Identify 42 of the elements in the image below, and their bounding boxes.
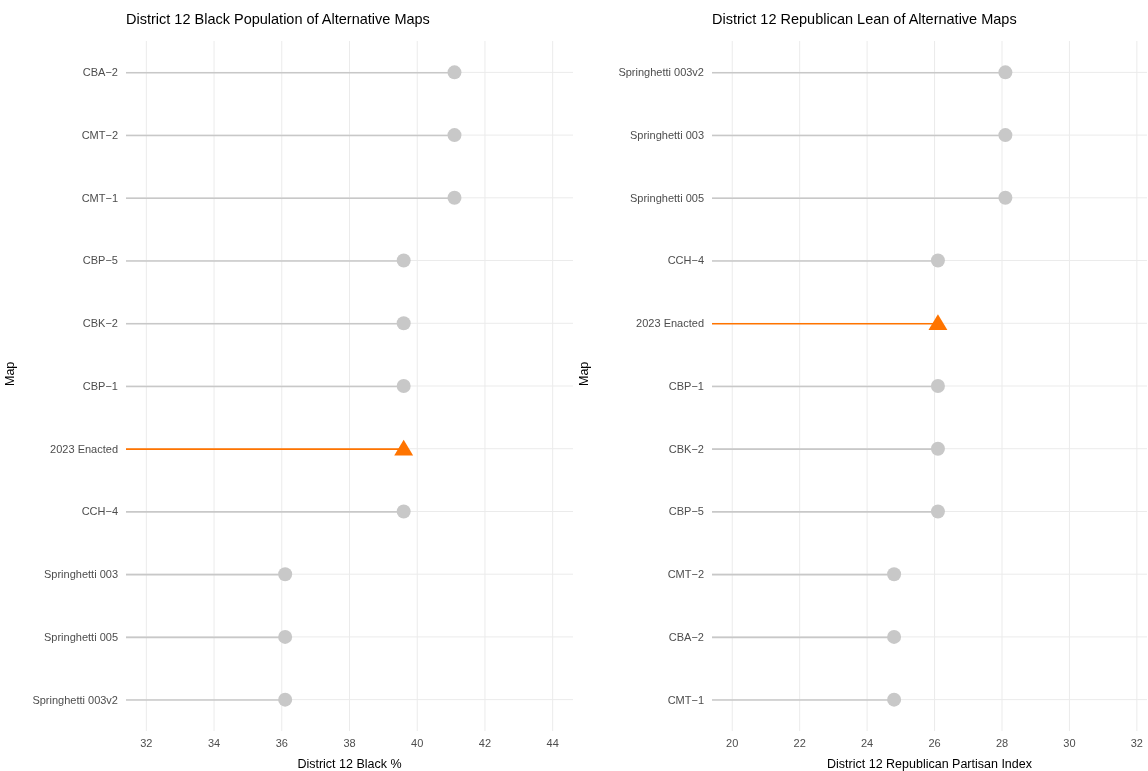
- y-tick-label: 2023 Enacted: [636, 317, 704, 330]
- x-tick-label: 22: [793, 736, 806, 749]
- x-tick-label: 20: [726, 736, 739, 749]
- y-tick-label: CBK−2: [668, 442, 704, 455]
- x-tick-label: 26: [928, 736, 941, 749]
- y-tick-label: CCH−4: [81, 505, 118, 518]
- x-tick-label: 24: [860, 736, 874, 749]
- x-tick-label: 28: [995, 736, 1009, 749]
- y-tick-label: CBP−5: [668, 505, 704, 518]
- x-tick-label: 40: [411, 736, 424, 749]
- y-tick-label: CMT−1: [667, 693, 704, 706]
- y-tick-label: Springhetti 005: [44, 630, 118, 643]
- y-tick-label: Springhetti 003v2: [32, 693, 118, 706]
- x-axis-title: District 12 Republican Partisan Index: [827, 757, 1033, 771]
- x-tick-label: 32: [1130, 736, 1144, 749]
- y-axis-title: Map: [3, 361, 18, 386]
- chart-title: District 12 Black Population of Alternative Maps: [126, 11, 430, 27]
- x-tick-label: 32: [140, 736, 153, 749]
- y-tick-label: Springhetti 003v2: [618, 66, 704, 79]
- chart-title: District 12 Republican Lean of Alternative Maps: [712, 11, 1017, 27]
- y-tick-label: Springhetti 005: [630, 191, 704, 204]
- y-axis-title: Map: [577, 361, 592, 386]
- y-tick-label: CBP−5: [82, 254, 118, 267]
- x-axis-title: District 12 Black %: [297, 757, 402, 771]
- x-tick-label: 38: [343, 736, 356, 749]
- y-tick-label: CMT−1: [81, 191, 118, 204]
- x-tick-label: 42: [478, 736, 492, 749]
- y-tick-label: Springhetti 003: [630, 129, 704, 141]
- y-tick-label: CMT−2: [667, 568, 704, 581]
- y-tick-label: CMT−2: [81, 129, 118, 141]
- y-tick-label: CBA−2: [668, 630, 704, 643]
- y-tick-label: CBP−1: [668, 379, 704, 392]
- y-tick-label: CCH−4: [667, 254, 704, 267]
- y-tick-label: CBP−1: [82, 379, 118, 392]
- x-tick-label: 30: [1063, 736, 1076, 749]
- y-tick-label: 2023 Enacted: [50, 442, 118, 455]
- y-tick-label: CBA−2: [82, 66, 118, 79]
- y-tick-label: Springhetti 003: [44, 568, 118, 581]
- x-tick-label: 44: [546, 736, 559, 749]
- y-tick-label: CBK−2: [82, 317, 118, 330]
- x-tick-label: 34: [207, 736, 221, 749]
- x-tick-label: 36: [275, 736, 288, 749]
